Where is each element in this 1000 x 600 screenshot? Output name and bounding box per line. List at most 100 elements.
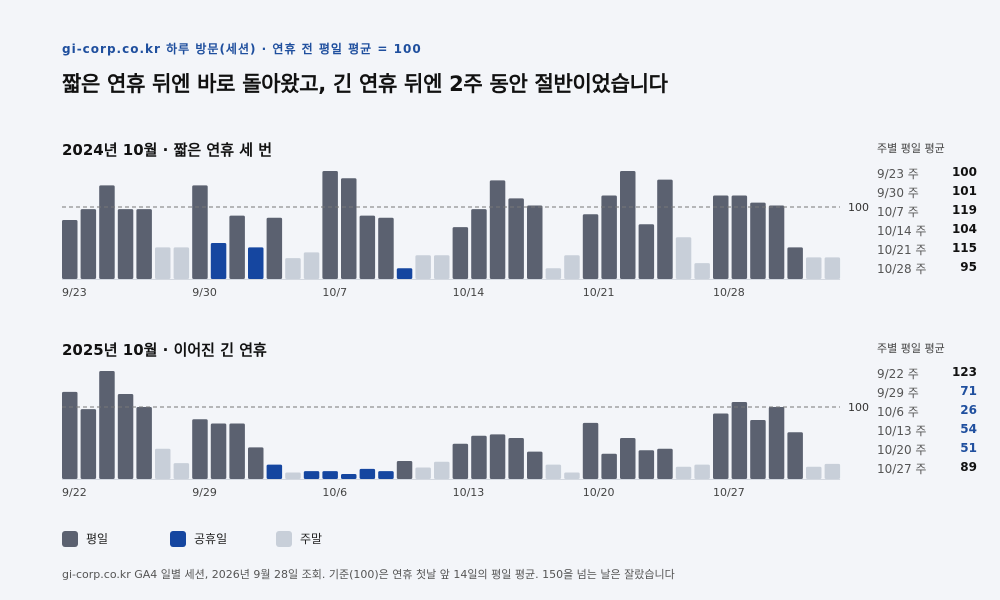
week-value: 115 [951,241,977,255]
bar [601,195,617,279]
week-value: 89 [960,460,977,474]
bar [638,450,655,479]
bar [620,171,636,279]
bar [582,214,599,279]
legend-weekday: 평일 [62,530,108,547]
weekly-row: 10/13 주 54 [877,422,977,441]
weekly-row: 9/30 주 101 [877,184,977,203]
week-value: 104 [951,222,977,236]
holiday-swatch [170,530,186,547]
bar [787,247,803,279]
bar [713,413,729,479]
bar [155,448,171,479]
bar [471,209,487,279]
bar [489,434,506,479]
week-label: 10/21 주 [877,243,927,257]
weekly-row: 9/22 주 123 [877,365,977,384]
legend-holiday-label: 공휴일 [194,532,228,546]
bar [322,171,338,279]
bar [657,179,673,279]
bar [675,466,692,479]
bar [303,252,320,279]
bar [378,471,394,479]
bar [806,257,822,279]
bar [564,472,580,479]
weekly-row: 10/6 주 26 [877,403,977,422]
legend-weekday-label: 평일 [86,532,109,546]
bar [806,466,822,479]
bar [508,437,524,479]
bar [266,217,283,279]
panel-title-2025: 2025년 10월 · 이어진 긴 연휴 [62,341,267,359]
bar [657,448,673,479]
week-label: 10/13 주 [877,424,927,438]
weekly-row: 10/14 주 104 [877,222,977,241]
bar [229,423,245,479]
bar [545,464,562,479]
bar [434,255,450,279]
bar [322,471,338,479]
reference-line-label: 100 [848,201,869,214]
footnote: gi-corp.co.kr GA4 일별 세션, 2026년 9월 28일 조회… [62,568,675,581]
x-tick-label: 9/22 [62,486,87,499]
x-tick-label: 10/28 [713,286,745,299]
bar [155,247,171,279]
weekly-row: 9/29 주 71 [877,384,977,403]
bar [62,391,78,479]
bar [750,202,766,279]
bar [248,247,264,279]
x-tick-label: 10/14 [453,286,485,299]
week-label: 10/6 주 [877,405,919,419]
bar [117,209,134,279]
weekend-swatch [276,530,292,547]
x-tick-label: 10/20 [583,486,615,499]
x-tick-label: 9/23 [62,286,87,299]
bar [824,463,841,479]
x-tick-label: 9/30 [192,286,217,299]
bar [99,185,115,279]
bar [787,432,803,479]
legend-weekend-label: 주말 [300,532,323,546]
week-label: 9/22 주 [877,367,919,381]
bar [713,195,729,279]
bar [248,447,264,479]
side-title-2024: 주별 평일 평균 [877,142,945,155]
bar [80,209,97,279]
bar [620,437,636,479]
week-label: 10/27 주 [877,462,927,476]
bar [359,468,376,479]
week-label: 10/14 주 [877,224,927,238]
weekly-row: 10/28 주 95 [877,260,977,279]
kicker: gi-corp.co.kr 하루 방문(세션) · 연휴 전 평일 평균 = 1… [62,42,422,56]
bar [341,178,357,279]
bar [117,394,134,479]
bar [527,451,543,479]
legend-holiday: 공휴일 [170,530,227,547]
bar [173,247,190,279]
week-value: 123 [951,365,977,379]
bar [768,205,785,279]
bar [601,453,617,479]
bar [471,435,487,479]
week-value: 51 [960,441,977,455]
x-tick-label: 9/29 [192,486,217,499]
bar [173,463,190,479]
bar [210,243,227,279]
week-label: 10/20 주 [877,443,927,457]
bar [415,255,431,279]
bar [434,461,450,479]
side-title-2025: 주별 평일 평균 [877,342,945,355]
panel-title-2024: 2024년 10월 · 짧은 연휴 세 번 [62,141,273,159]
week-value: 54 [960,422,977,436]
legend-weekend: 주말 [276,530,322,547]
bar [582,422,599,479]
bar [266,464,283,479]
bar [229,215,245,279]
week-value: 101 [951,184,977,198]
bar [452,443,469,479]
bar [359,215,376,279]
weekly-row: 10/27 주 89 [877,460,977,479]
week-label: 9/29 주 [877,386,919,400]
bar [285,258,301,279]
